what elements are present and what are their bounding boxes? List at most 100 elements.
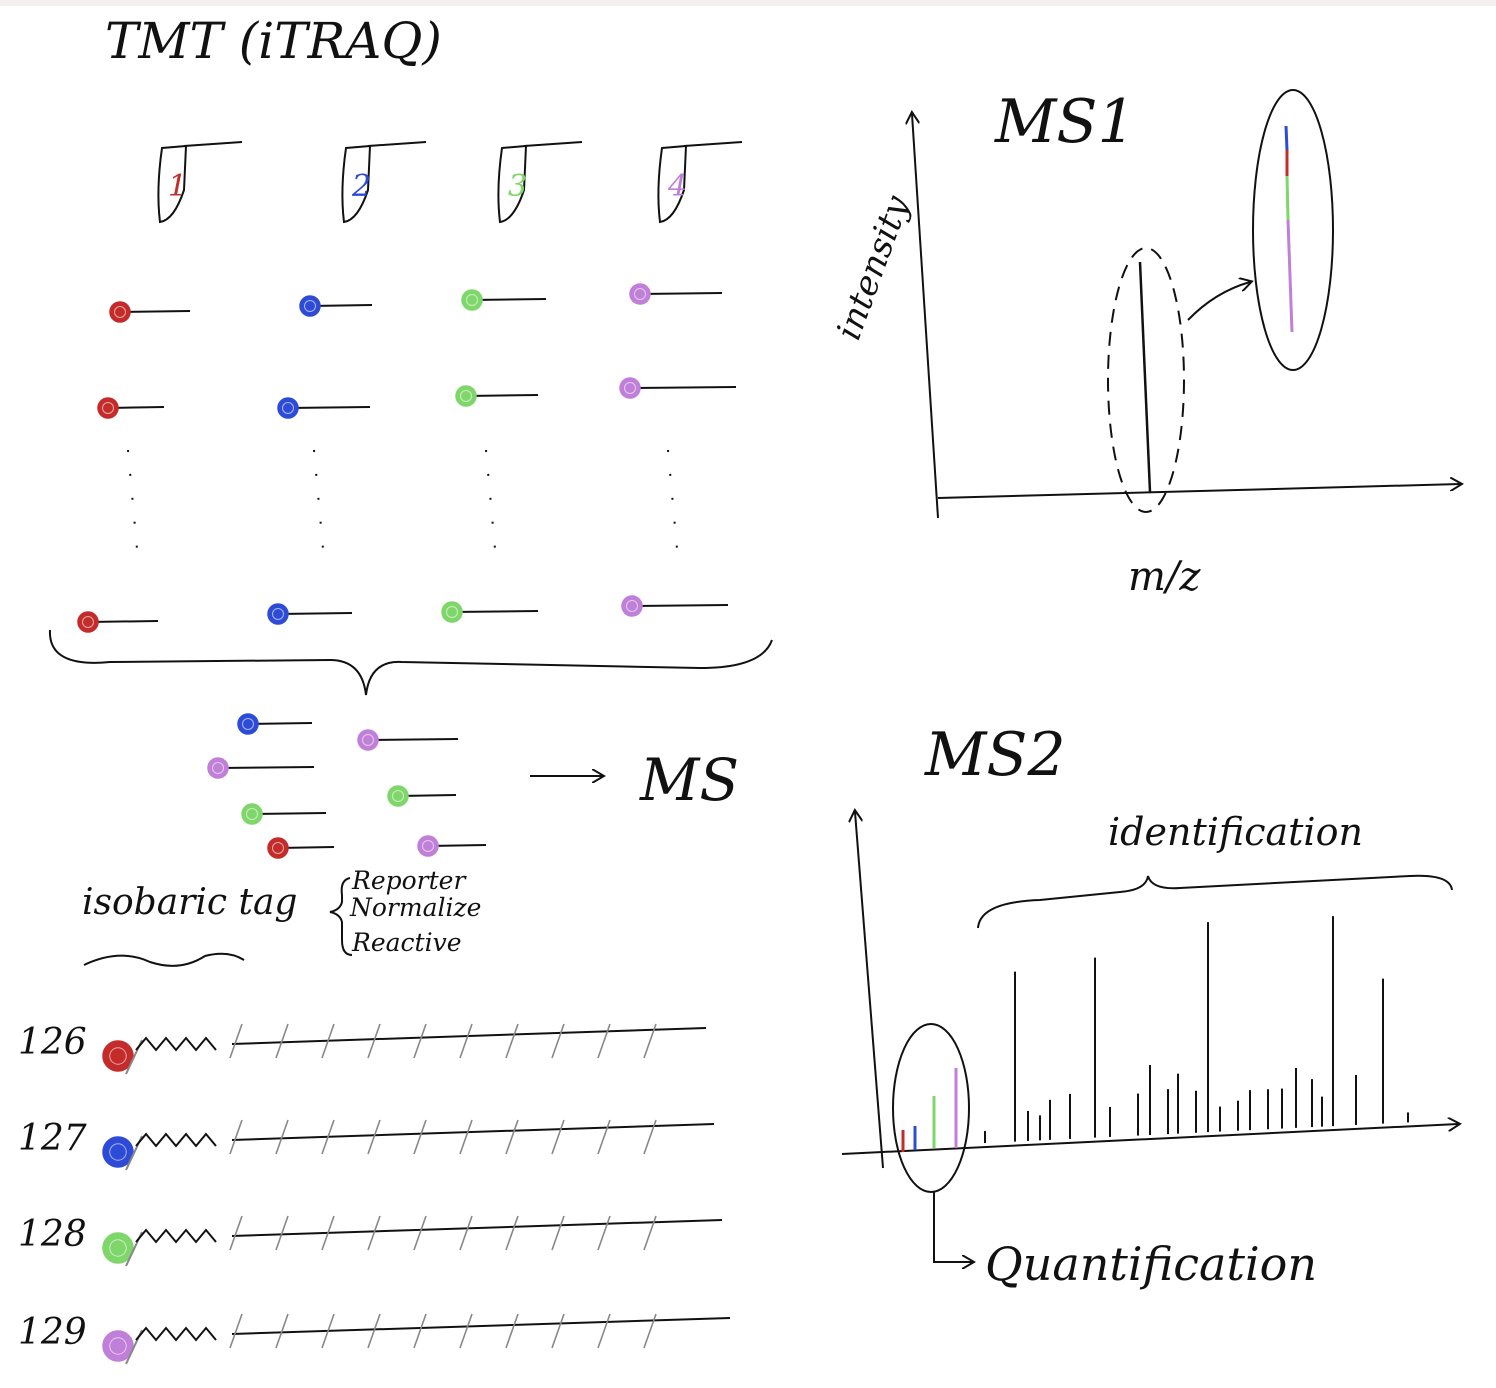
tag-dot-fill	[237, 713, 259, 735]
peptide-purple-row-n	[621, 595, 729, 617]
tag-dot-swirl	[212, 762, 224, 774]
tag-dot-fill	[77, 611, 99, 633]
ms2-panel: MS2 identification Quantification	[841, 720, 1458, 1291]
mixed-peptide-purple	[417, 835, 487, 857]
backbone-tick	[275, 1313, 289, 1349]
ms1-x-axis	[937, 484, 1460, 499]
tag-dot-swirl	[109, 1143, 127, 1161]
zoom-peak-green	[1285, 175, 1290, 221]
mixed-peptide-purple	[357, 729, 459, 751]
backbone-tick	[459, 1313, 473, 1349]
tag-dot	[619, 377, 641, 399]
peptide-chain	[217, 766, 315, 769]
tube-label: 4	[667, 169, 687, 204]
backbone-tick	[321, 1023, 335, 1059]
tag-parts-brace	[329, 877, 353, 956]
backbone-tick	[413, 1313, 427, 1349]
balancer-squiggle	[135, 1326, 217, 1342]
backbone-tick	[275, 1119, 289, 1155]
tag-dot-swirl	[626, 600, 638, 612]
reporter-dot	[102, 1232, 134, 1264]
tag-dot-swirl	[624, 382, 636, 394]
tag-dot	[237, 713, 259, 735]
ms2-title: MS2	[924, 720, 1066, 790]
tag-dot	[621, 595, 643, 617]
tag-dot-swirl	[114, 306, 126, 318]
reporter-dot	[102, 1330, 134, 1362]
peptide-chain	[87, 620, 159, 623]
top-strip	[0, 0, 1496, 6]
tag-dot	[387, 785, 409, 807]
tag-dot-fill	[441, 601, 463, 623]
tube-cap-lid	[523, 141, 583, 147]
tag-dot-swirl	[109, 1337, 127, 1355]
tag-dot-swirl	[446, 606, 458, 618]
backbone-tick	[229, 1313, 243, 1349]
backbone-tick	[643, 1215, 657, 1251]
backbone-tick	[321, 1313, 335, 1349]
backbone-tick	[367, 1215, 381, 1251]
quantification-circle	[892, 1023, 970, 1193]
ms1-zoom-arrow	[1187, 282, 1250, 321]
backbone-tick	[505, 1023, 519, 1059]
tube-label: 3	[508, 169, 527, 204]
ms1-y-label: intensity	[829, 190, 918, 345]
mixed-peptide-green	[241, 803, 327, 825]
zoom-peak-blue	[1284, 125, 1289, 151]
tag-dot	[97, 397, 119, 419]
peptide-backbone	[231, 1027, 707, 1045]
tag-dot	[441, 601, 463, 623]
tag-dot-swirl	[304, 300, 316, 312]
tag-dot-swirl	[102, 402, 114, 414]
tag-dot-swirl	[634, 288, 646, 300]
tag-dot-fill	[299, 295, 321, 317]
ms1-x-label: m/z	[1128, 554, 1201, 600]
mixed-peptides	[207, 713, 487, 859]
backbone-tick	[597, 1119, 611, 1155]
tube-label: 2	[351, 169, 371, 204]
backbone-tick	[275, 1215, 289, 1251]
reporter-mass-label: 129	[18, 1312, 87, 1353]
backbone-tick	[597, 1023, 611, 1059]
peptide-blue-row-2	[277, 397, 371, 419]
tag-dot-fill	[619, 377, 641, 399]
backbone-tick	[459, 1119, 473, 1155]
backbone-tick	[505, 1119, 519, 1155]
peptide-chain	[119, 310, 191, 313]
diagram-title: TMT (iTRAQ)	[105, 12, 442, 70]
peptide-chain	[277, 612, 353, 615]
backbone-tick	[321, 1215, 335, 1251]
combine-brace	[48, 629, 773, 696]
continuation-dots	[127, 449, 139, 561]
tag-dot-swirl	[272, 608, 284, 620]
backbone-tick	[367, 1023, 381, 1059]
tag-dot-fill	[102, 1136, 134, 1168]
peptide-chain	[639, 292, 723, 295]
continuation-dots	[667, 449, 679, 561]
backbone-tick	[229, 1119, 243, 1155]
tag-dot	[455, 385, 477, 407]
peptide-backbone	[231, 1219, 723, 1237]
tag-dot-fill	[102, 1232, 134, 1264]
tag-dot	[109, 301, 131, 323]
peptide-chain	[471, 298, 547, 301]
backbone-tick	[459, 1215, 473, 1251]
tag-dot-swirl	[460, 390, 472, 402]
tube-cap-lid	[683, 141, 743, 147]
backbone-tick	[643, 1119, 657, 1155]
reporter-row-126: 126	[18, 1022, 707, 1075]
backbone-tick	[551, 1119, 565, 1155]
tag-dot-swirl	[272, 842, 284, 854]
balancer-squiggle	[135, 1228, 217, 1244]
mixed-peptide-purple	[207, 757, 315, 779]
reporter-row-128: 128	[18, 1214, 723, 1267]
tag-dot-swirl	[109, 1047, 127, 1065]
sample-tube-4: 4	[657, 141, 743, 224]
tag-dot	[461, 289, 483, 311]
reporter-channels: 126 127 128 129	[18, 1022, 731, 1365]
tag-dot	[277, 397, 299, 419]
backbone-tick	[551, 1215, 565, 1251]
ms1-zoom-circle	[1252, 89, 1334, 371]
tag-dot-swirl	[242, 718, 254, 730]
